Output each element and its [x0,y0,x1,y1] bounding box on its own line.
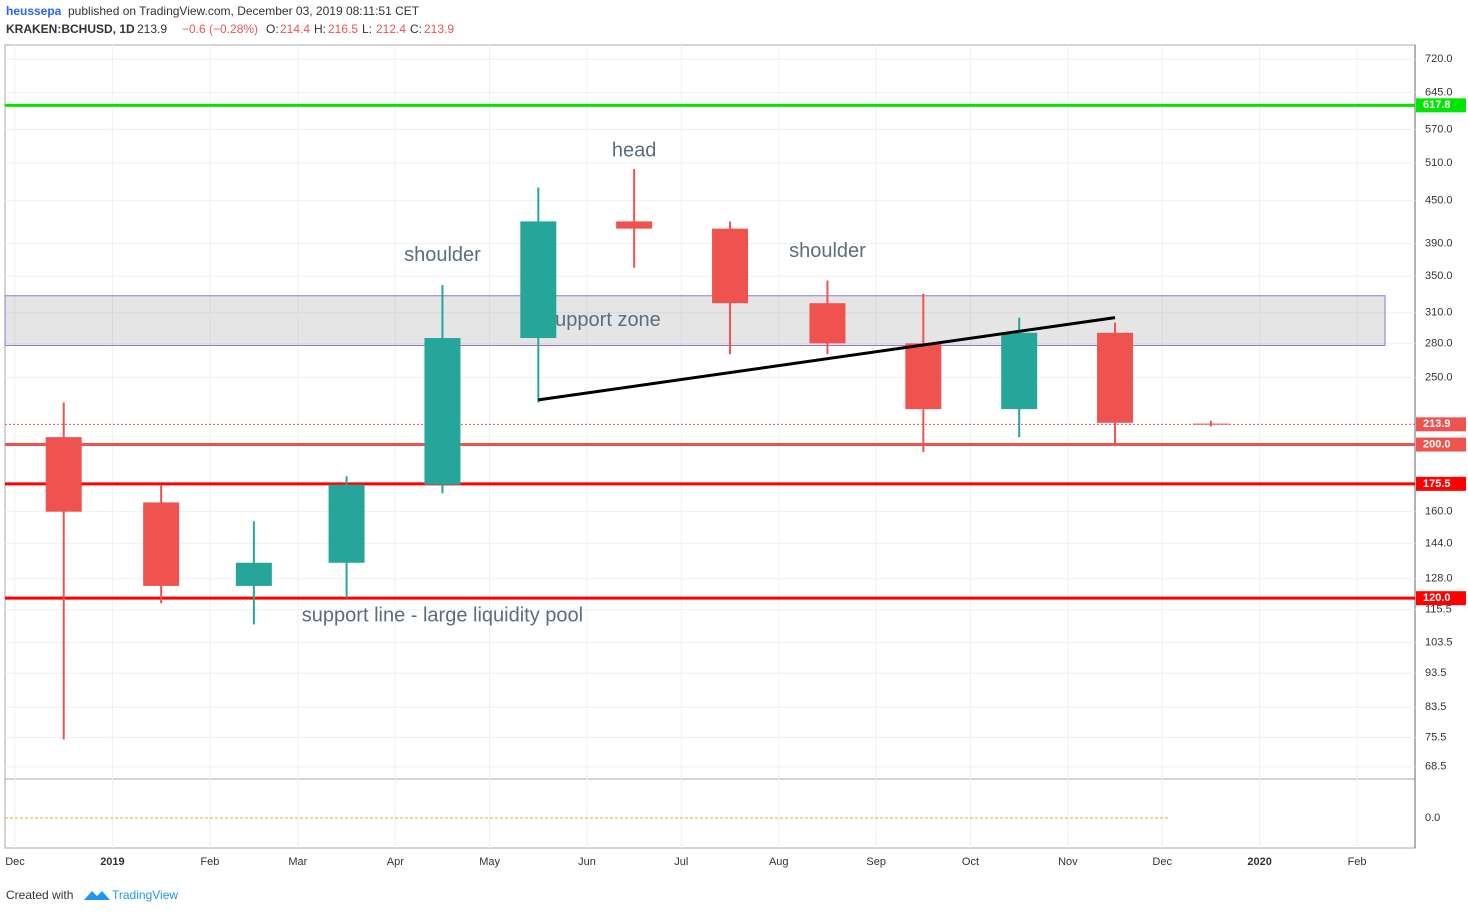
o-value: 214.4 [280,22,310,36]
x-tick-label: Dec [1152,856,1172,868]
published: published on TradingView.com, December 0… [68,4,420,18]
support-zone [4,295,1386,347]
level-label: 617.8 [1423,99,1451,111]
y-tick-label: 310.0 [1425,307,1453,319]
y-tick-label: 68.5 [1425,761,1446,773]
y-tick-label: 510.0 [1425,157,1453,169]
y-tick-label: 144.0 [1425,537,1453,549]
y-tick-label: 250.0 [1425,371,1453,383]
candle-body [809,303,846,344]
x-tick-label: Aug [769,856,789,868]
x-tick-label: Jul [674,856,688,868]
y-tick-label: 83.5 [1425,701,1446,713]
y-tick-label: 450.0 [1425,195,1453,207]
y-tick-label: 645.0 [1425,86,1453,98]
candle-body [1097,332,1134,423]
candle-body [1192,423,1229,425]
x-tick-label: 2020 [1247,856,1271,868]
level-tag [1416,417,1466,432]
candle-body [424,338,461,485]
y-tick-label: 75.5 [1425,731,1446,743]
y-tick-label: 128.0 [1425,573,1453,585]
candle-body [143,502,180,586]
x-tick-label: Sep [866,856,886,868]
level-tag [1416,476,1466,491]
level-tag [1416,591,1466,606]
candle-body [1001,332,1038,410]
footer-created: Created with [6,888,73,902]
oscillator-tick-label: 0.0 [1425,812,1440,824]
y-tick-label: 390.0 [1425,238,1453,250]
y-tick-label: 280.0 [1425,337,1453,349]
last: 213.9 [137,22,167,36]
candle-body [616,221,653,229]
level-label: 213.9 [1423,418,1451,430]
y-tick-label: 160.0 [1425,506,1453,518]
x-tick-label: May [479,856,500,868]
candle-body [905,343,942,410]
o-label: O: [266,22,279,36]
l-label: L: [362,22,372,36]
candle-body [45,437,82,512]
x-tick-label: Mar [288,856,307,868]
candle-body [328,484,365,563]
x-tick-label: Feb [1348,856,1367,868]
zone-label: support zone [545,309,661,331]
y-tick-label: 570.0 [1425,123,1453,135]
level-label: 200.0 [1423,438,1451,450]
x-tick-label: Nov [1058,856,1078,868]
level-tag [1416,98,1466,113]
plot-frame [4,44,1416,849]
annotation: shoulder [789,240,866,262]
y-tick-label: 115.5 [1425,604,1452,616]
x-tick-label: Dec [5,856,25,868]
level-label: 120.0 [1423,592,1451,604]
x-tick-label: Feb [200,856,219,868]
level-tag [1416,437,1466,452]
x-tick-label: Apr [387,856,404,868]
candle-body [520,221,557,339]
l-value: 212.4 [376,22,406,36]
annotation: support line - large liquidity pool [302,605,583,627]
annotation: shoulder [404,244,481,266]
y-tick-label: 720.0 [1425,53,1453,65]
symbol: KRAKEN:BCHUSD, 1D [6,22,135,36]
candle-body [235,562,272,586]
brand-logo [84,891,110,900]
c-value: 213.9 [424,22,454,36]
footer-brand[interactable]: TradingView [112,888,178,902]
y-tick-label: 93.5 [1425,667,1446,679]
x-tick-label: Jun [578,856,596,868]
y-tick-label: 103.5 [1425,637,1453,649]
level-label: 175.5 [1423,478,1451,490]
x-tick-label: Oct [962,856,979,868]
candle-body [712,228,749,304]
change: −0.6 (−0.28%) [182,22,258,36]
h-value: 216.5 [328,22,358,36]
annotation: head [612,140,657,162]
c-label: C: [410,22,422,36]
x-tick-label: 2019 [100,856,124,868]
y-tick-label: 350.0 [1425,270,1453,282]
h-label: H: [314,22,326,36]
author[interactable]: heussepa [6,4,62,18]
trendline [538,316,1116,402]
